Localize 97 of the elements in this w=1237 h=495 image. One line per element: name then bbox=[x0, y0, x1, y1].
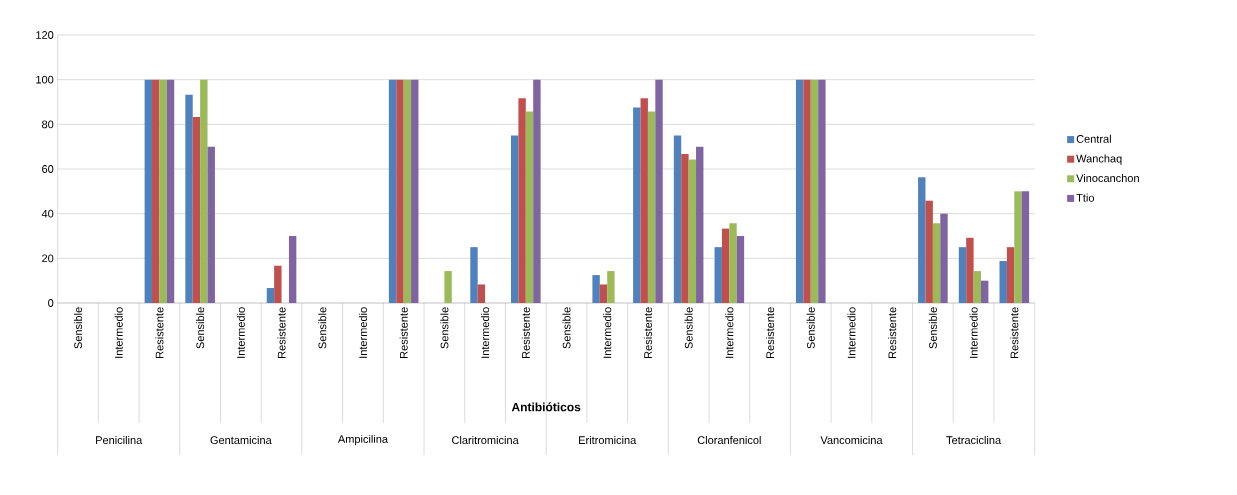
text: Penicilina bbox=[96, 435, 143, 445]
legend-label: Wanchaq bbox=[1076, 154, 1122, 165]
x-tick-label: Intermedio bbox=[847, 307, 856, 358]
x-tick-label: Sensible bbox=[73, 307, 83, 349]
bar bbox=[714, 247, 722, 303]
legend-label: Central bbox=[1076, 134, 1111, 143]
x-tick-label: Intermedio bbox=[969, 307, 978, 358]
x-tick-label: Intermedio bbox=[236, 307, 245, 358]
bar bbox=[655, 79, 663, 303]
bar bbox=[403, 79, 412, 303]
bar bbox=[144, 79, 153, 303]
bar bbox=[1021, 191, 1030, 303]
legend-label: Ttio bbox=[1076, 193, 1095, 202]
bar bbox=[940, 213, 948, 303]
bar bbox=[966, 237, 974, 303]
x-tick-label: Sensible bbox=[928, 307, 937, 349]
bar bbox=[511, 135, 519, 303]
x-tick-label: Sensible bbox=[684, 307, 693, 349]
x-tick-label: Resistente bbox=[155, 307, 164, 358]
bar bbox=[592, 275, 600, 303]
bar bbox=[518, 98, 526, 303]
bar bbox=[396, 79, 404, 303]
bar bbox=[411, 79, 419, 303]
bar bbox=[288, 236, 297, 303]
bar bbox=[166, 79, 175, 303]
text: Cloranfenicol bbox=[697, 435, 761, 445]
bar bbox=[444, 271, 452, 303]
x-tick-label: Intermedio bbox=[481, 307, 490, 358]
bar bbox=[200, 79, 208, 303]
bar bbox=[925, 200, 933, 303]
bar bbox=[696, 146, 704, 303]
bar bbox=[266, 288, 275, 303]
bar bbox=[973, 271, 981, 303]
y-tick-label: 80 bbox=[42, 120, 54, 129]
y-tick-label: 100 bbox=[36, 75, 54, 84]
bar bbox=[647, 111, 656, 303]
bar bbox=[599, 284, 608, 303]
text: Gentamicina bbox=[210, 435, 272, 445]
bar bbox=[207, 146, 215, 303]
bar bbox=[681, 154, 689, 303]
x-tick-label: Sensible bbox=[318, 307, 327, 349]
y-tick-label: 40 bbox=[41, 209, 54, 218]
x-tick-label: Sensible bbox=[196, 307, 205, 349]
x-tick-label: Intermedio bbox=[603, 307, 612, 358]
bar bbox=[1006, 247, 1015, 303]
bar bbox=[810, 79, 819, 303]
bar bbox=[721, 228, 730, 303]
text: Vancomicina bbox=[820, 435, 883, 445]
text: Claritromicina bbox=[452, 435, 519, 445]
x-tick-label: Sensible bbox=[806, 307, 815, 349]
bar bbox=[803, 79, 811, 303]
bar bbox=[688, 159, 697, 303]
bar bbox=[999, 261, 1007, 303]
x-axis-title: Antibióticos bbox=[511, 402, 581, 412]
bar bbox=[818, 79, 826, 303]
x-tick-label: Resistente bbox=[888, 307, 897, 358]
x-tick-label: Resistente bbox=[1010, 307, 1019, 358]
bar bbox=[673, 135, 682, 303]
bar bbox=[918, 177, 926, 303]
bar bbox=[159, 79, 167, 303]
bar bbox=[640, 98, 648, 303]
bar bbox=[633, 107, 641, 303]
bar bbox=[470, 247, 478, 303]
x-tick-label: Intermedio bbox=[725, 307, 734, 358]
x-tick-label: Intermedio bbox=[114, 307, 123, 358]
x-tick-label: Resistente bbox=[277, 307, 286, 358]
bar bbox=[958, 247, 967, 303]
bar bbox=[274, 265, 282, 303]
bar bbox=[980, 280, 989, 303]
bar bbox=[185, 94, 193, 303]
x-tick-label: Resistente bbox=[766, 307, 775, 358]
bar bbox=[533, 79, 541, 303]
x-tick-label: Resistente bbox=[521, 307, 530, 358]
bar bbox=[1014, 191, 1022, 303]
bar bbox=[607, 271, 615, 303]
bar bbox=[932, 223, 941, 303]
bar bbox=[192, 116, 201, 303]
text: Eritromicina bbox=[579, 435, 637, 445]
x-tick-label: Resistente bbox=[399, 307, 408, 358]
text: Ampicilina bbox=[337, 434, 389, 446]
x-tick-label: Sensible bbox=[440, 307, 449, 349]
y-tick-label: 60 bbox=[42, 165, 54, 173]
bar bbox=[525, 111, 534, 303]
y-tick-label: 120 bbox=[36, 31, 54, 39]
legend-label: Vinocanchon bbox=[1076, 173, 1139, 183]
y-tick-label: 20 bbox=[42, 254, 54, 263]
x-tick-label: Sensible bbox=[562, 307, 571, 349]
x-tick-label: Resistente bbox=[643, 307, 652, 358]
y-tick-label: 0 bbox=[48, 299, 54, 307]
bar bbox=[795, 79, 804, 303]
bar bbox=[152, 79, 160, 303]
bar bbox=[736, 236, 745, 303]
bar bbox=[388, 79, 397, 303]
bar bbox=[729, 223, 737, 303]
bar bbox=[477, 284, 486, 303]
x-tick-label: Intermedio bbox=[358, 307, 367, 358]
text: Tetraciclina bbox=[946, 435, 1002, 445]
